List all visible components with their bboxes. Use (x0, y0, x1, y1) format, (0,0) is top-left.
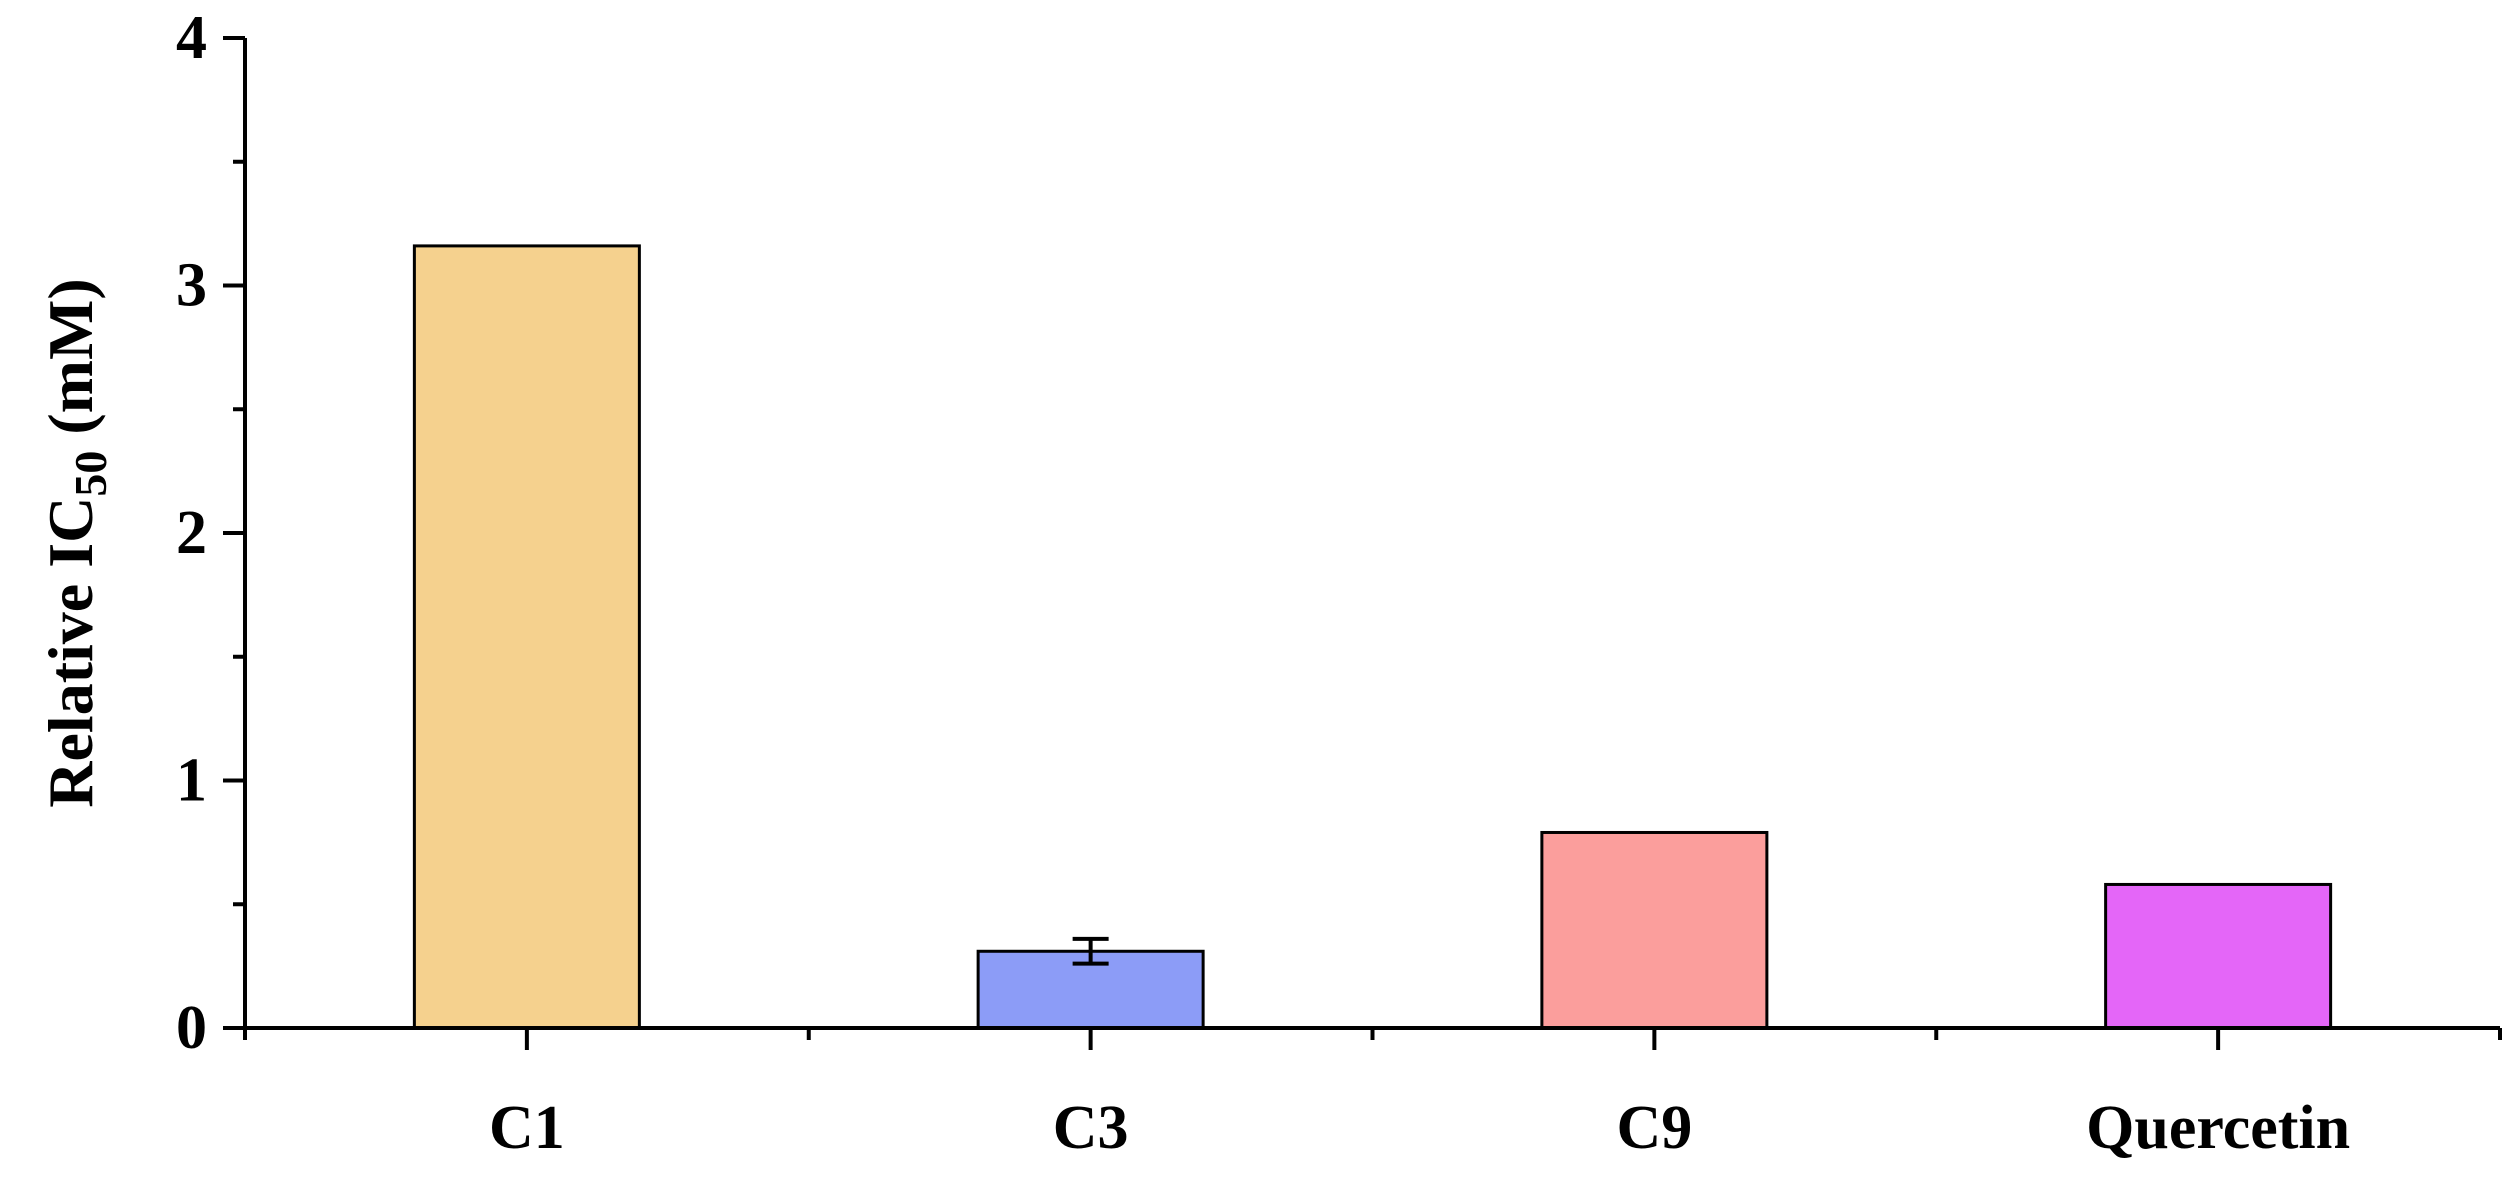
bar-c9 (1540, 830, 1769, 1030)
bars-group (412, 244, 2333, 1030)
y-tick-label: 1 (176, 747, 207, 815)
y-tick-label: 0 (176, 994, 207, 1062)
x-tick-label-c3: C3 (1053, 1094, 1129, 1162)
y-axis-title-subscript: 50 (65, 451, 116, 497)
y-ticks-group: 0 1 2 3 4 (176, 4, 245, 1062)
x-ticks-group: C1 C3 C9 Quercetin (243, 1028, 2502, 1162)
error-bars-group (1072, 936, 1109, 966)
y-axis-title-main: Relative IC (35, 497, 106, 808)
x-tick-label-quercetin: Quercetin (2086, 1094, 2350, 1162)
y-axis-title: Relative IC50 (mM) (35, 278, 116, 807)
y-tick-label: 4 (176, 4, 207, 72)
x-tick-label-c1: C1 (489, 1094, 565, 1162)
y-tick-label: 3 (176, 252, 207, 320)
x-tick-label-c9: C9 (1616, 1094, 1692, 1162)
y-tick-label: 2 (176, 499, 207, 567)
bar-quercetin (2104, 882, 2333, 1030)
y-axis-title-suffix: (mM) (35, 278, 106, 450)
bar-c1 (412, 244, 641, 1030)
